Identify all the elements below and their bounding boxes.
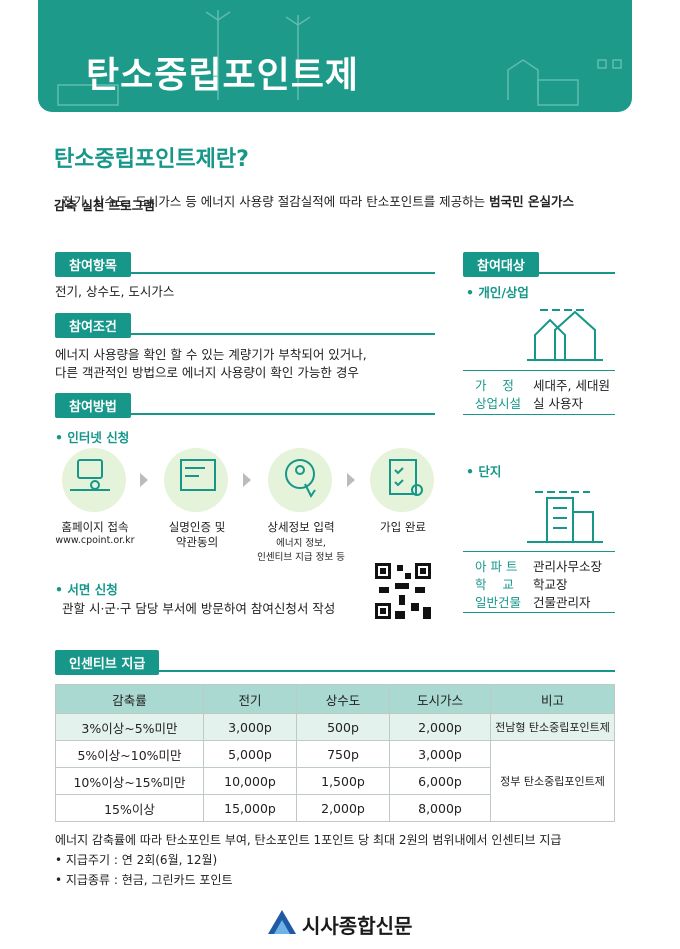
building-icon <box>527 491 603 543</box>
footnote: • 지급주기 : 연 2회(6월, 12월) <box>55 853 218 867</box>
intro-heading: 탄소중립포인트제란? <box>54 147 249 172</box>
step-icon <box>164 448 228 512</box>
column-header: 도시가스 <box>389 684 491 714</box>
target-rule <box>463 551 615 552</box>
column-header: 상수도 <box>296 684 390 714</box>
step-label: 실명인증 및 <box>168 520 226 534</box>
step-sub: 인센티브 지급 정보 등 <box>257 552 345 563</box>
cell: 3%이상~5%미만 <box>55 713 204 741</box>
table-row: 15%이상 15,000p 2,000p 8,000p <box>55 794 615 822</box>
step-icon <box>268 448 332 512</box>
logo-mark <box>268 910 296 934</box>
cell: 15%이상 <box>55 794 204 822</box>
target-rule <box>463 414 615 415</box>
section-rule <box>55 272 435 274</box>
note-cell: 전남형 탄소중립포인트제 <box>490 713 615 741</box>
cell: 2,000p <box>389 713 491 741</box>
step-label: 가입 완료 <box>380 520 426 534</box>
cell: 10%이상~15%미만 <box>55 767 204 795</box>
section-rule <box>55 333 435 335</box>
step-sub: www.cpoint.or.kr <box>55 535 135 546</box>
column-header: 비고 <box>490 684 615 714</box>
footnote: • 지급종류 : 현금, 그린카드 포인트 <box>55 873 233 887</box>
target-key: 가 정 <box>475 378 514 393</box>
target-key: 일반건물 <box>475 595 522 610</box>
target-rule <box>463 612 615 613</box>
cell: 500p <box>296 713 390 741</box>
house-icon <box>527 309 603 361</box>
target-value: 학교장 <box>533 577 568 592</box>
cell: 3,000p <box>203 713 297 741</box>
cell: 10,000p <box>203 767 297 795</box>
header-title: 탄소중립포인트제 <box>86 55 359 96</box>
offline-text: 관할 시·군·구 담당 부서에 방문하여 참여신청서 작성 <box>62 601 336 616</box>
target-value: 건물관리자 <box>533 595 591 610</box>
target-key: 아 파 트 <box>475 559 518 574</box>
target-heading: • 단지 <box>466 464 502 479</box>
column-header: 전기 <box>203 684 297 714</box>
items-text: 전기, 상수도, 도시가스 <box>55 284 175 299</box>
conditions-line: 다른 객관적인 방법으로 에너지 사용량이 확인 가능한 경우 <box>55 365 359 380</box>
target-key: 학 교 <box>475 577 514 592</box>
qr-code <box>375 563 431 619</box>
target-heading: • 개인/상업 <box>466 285 529 300</box>
column-header: 감축률 <box>55 684 204 714</box>
cell: 1,500p <box>296 767 390 795</box>
step-sub: 에너지 정보, <box>276 538 326 549</box>
section-rule <box>463 272 615 274</box>
intro-body: 전기, 상수도, 도시가스 등 에너지 사용량 절감실적에 따라 탄소포인트를 … <box>61 194 490 209</box>
target-key: 상업시설 <box>475 396 522 411</box>
target-rule <box>463 370 615 371</box>
step-icons <box>70 459 423 498</box>
table-header: 감축률 전기 상수도 도시가스 비고 <box>55 684 615 714</box>
cell: 2,000p <box>296 794 390 822</box>
table-row: 3%이상~5%미만 3,000p 500p 2,000p 전남형 탄소중립포인트… <box>55 713 615 741</box>
cell: 750p <box>296 740 390 768</box>
step-label: 홈페이지 접속 <box>61 520 129 534</box>
step-label: 상세정보 입력 <box>267 520 335 534</box>
cell: 8,000p <box>389 794 491 822</box>
note-cell: 정부 탄소중립포인트제 <box>490 740 615 822</box>
target-value: 세대주, 세대원 <box>533 378 610 393</box>
section-rule <box>55 670 615 672</box>
cell: 15,000p <box>203 794 297 822</box>
step-label: 약관동의 <box>175 535 219 549</box>
table-row: 5%이상~10%미만 5,000p 750p 3,000p 정부 탄소중립포인트… <box>55 740 615 822</box>
header-band <box>38 0 632 112</box>
logo-text: 시사종합신문 <box>302 914 413 938</box>
step-icon <box>62 448 126 512</box>
offline-heading: • 서면 신청 <box>55 582 118 597</box>
cell: 3,000p <box>389 740 491 768</box>
footnote: 에너지 감축률에 따라 탄소포인트 부여, 탄소포인트 1포인트 당 최대 2원… <box>55 833 562 847</box>
cell: 5%이상~10%미만 <box>55 740 204 768</box>
target-value: 관리사무소장 <box>533 559 603 574</box>
section-rule <box>55 413 435 415</box>
incentive-table: 감축률 전기 상수도 도시가스 비고 3%이상~5%미만 3,000p 500p… <box>55 684 615 822</box>
intro-bold: 범국민 온실가스 <box>489 194 574 209</box>
online-heading: • 인터넷 신청 <box>55 430 130 445</box>
conditions-line: 에너지 사용량을 확인 할 수 있는 계량기가 부착되어 있거나, <box>55 347 367 362</box>
cell: 5,000p <box>203 740 297 768</box>
header-decoration <box>57 10 622 106</box>
target-value: 실 사용자 <box>533 396 583 411</box>
intro-text: 전기, 상수도, 도시가스 등 에너지 사용량 절감실적에 따라 탄소포인트를 … <box>54 176 574 210</box>
cell: 6,000p <box>389 767 491 795</box>
intro-text-2: 감축 실천 프로그램 <box>54 198 155 213</box>
